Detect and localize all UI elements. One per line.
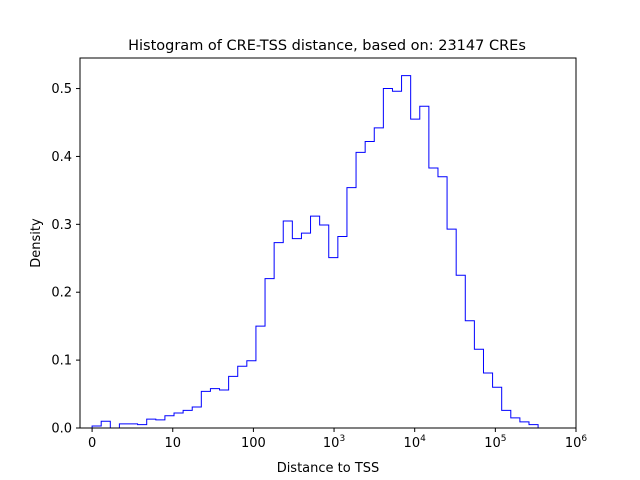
y-axis: 0.0 0.1 0.2 0.3 0.4 0.5 bbox=[51, 82, 80, 437]
histogram-step-line bbox=[91, 75, 539, 429]
plot-frame bbox=[79, 57, 577, 429]
x-tick-label: 10 bbox=[164, 436, 181, 451]
y-tick-label: 0.3 bbox=[51, 218, 72, 233]
x-tick-label: 106 bbox=[565, 434, 588, 451]
y-tick-label: 0.1 bbox=[51, 354, 72, 369]
y-tick-label: 0.5 bbox=[51, 82, 72, 97]
plot-area bbox=[91, 75, 539, 429]
x-axis: 0 10 100 103 104 105 106 bbox=[88, 428, 587, 451]
x-tick-label: 105 bbox=[484, 434, 506, 451]
x-tick-label: 104 bbox=[404, 434, 427, 451]
x-axis-label: Distance to TSS bbox=[277, 461, 380, 476]
y-axis-label: Density bbox=[29, 218, 44, 268]
y-tick-label: 0.2 bbox=[51, 286, 72, 301]
x-tick-label: 0 bbox=[88, 436, 96, 451]
x-tick-label: 100 bbox=[241, 436, 266, 451]
y-tick-label: 0.0 bbox=[51, 422, 72, 437]
y-tick-label: 0.4 bbox=[51, 150, 72, 165]
x-tick-label: 103 bbox=[323, 434, 345, 451]
chart-title: Histogram of CRE-TSS distance, based on:… bbox=[128, 38, 526, 54]
